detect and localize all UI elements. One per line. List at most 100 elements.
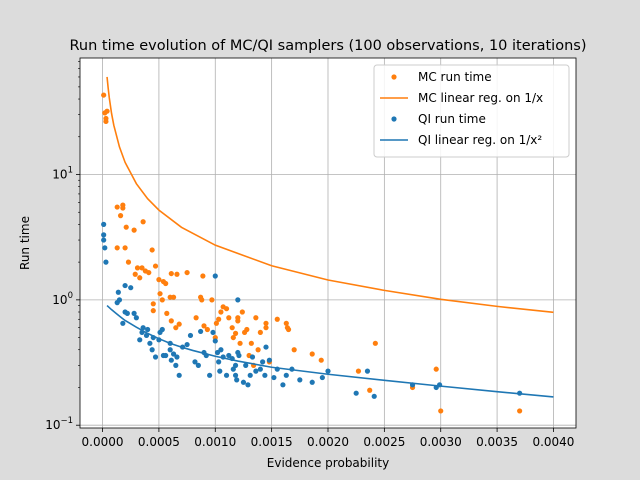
scatter-point: [146, 269, 152, 276]
x-tick-label: 0.0030: [420, 435, 462, 449]
scatter-point: [257, 366, 263, 372]
scatter-point: [114, 245, 120, 251]
legend-marker: [391, 116, 397, 122]
scatter-point: [204, 326, 210, 333]
scatter-point: [184, 341, 190, 348]
scatter-point: [353, 390, 359, 396]
scatter-point: [170, 351, 177, 357]
scatter-point: [103, 118, 109, 125]
scatter-point: [184, 269, 190, 276]
x-tick-label: 0.0040: [532, 435, 574, 449]
scatter-point: [174, 271, 180, 277]
scatter-point: [176, 321, 182, 327]
legend-label: QI linear reg. on 1/x²: [418, 133, 542, 147]
scatter-point: [517, 408, 523, 414]
scatter-point: [102, 245, 108, 251]
scatter-point: [114, 204, 120, 210]
scatter-point: [198, 328, 204, 335]
scatter-point: [176, 372, 182, 378]
scatter-point: [139, 265, 145, 271]
scatter-point: [216, 359, 222, 365]
chart-title: Run time evolution of MC/QI samplers (10…: [69, 38, 586, 54]
scatter-point: [232, 330, 239, 337]
y-tick-exponent: 1: [68, 166, 73, 176]
scatter-point: [170, 294, 177, 300]
scatter-point: [134, 265, 141, 271]
scatter-point: [229, 325, 235, 331]
scatter-point: [263, 320, 269, 326]
scatter-point: [244, 326, 250, 333]
scatter-point: [213, 320, 219, 326]
scatter-point: [164, 310, 170, 316]
y-tick-base: 10: [52, 168, 67, 182]
scatter-point: [124, 310, 130, 316]
legend: MC run time MC linear reg. on 1/x QI run t…: [373, 64, 570, 158]
scatter-point: [163, 352, 169, 359]
scatter-point: [239, 309, 245, 315]
scatter-point: [147, 340, 153, 346]
scatter-point: [245, 382, 251, 388]
legend-label: MC run time: [418, 70, 492, 84]
scatter-point: [319, 374, 325, 381]
scatter-point: [248, 340, 254, 346]
scatter-point: [218, 309, 224, 315]
scatter-point: [257, 329, 263, 336]
scatter-point: [174, 354, 180, 360]
scatter-point: [232, 372, 239, 378]
scatter-point: [150, 308, 156, 314]
scatter-point: [210, 329, 216, 336]
scatter-point: [226, 315, 232, 321]
scatter-point: [263, 344, 269, 350]
x-axis-label: Evidence probability: [267, 456, 389, 470]
scatter-point: [168, 318, 174, 324]
scatter-point: [291, 347, 297, 353]
x-tick-label: 0.0020: [307, 435, 349, 449]
scatter-point: [120, 320, 126, 326]
x-tick-label: 0.0035: [476, 435, 518, 449]
scatter-point: [223, 306, 230, 312]
scatter-point: [438, 408, 444, 414]
scatter-point: [235, 297, 241, 303]
scatter-point: [173, 362, 179, 368]
scatter-point: [140, 219, 146, 225]
legend-box: [373, 64, 570, 158]
x-tick-label: 0.0010: [194, 435, 236, 449]
scatter-point: [209, 297, 215, 303]
scatter-point: [309, 351, 315, 357]
scatter-point: [260, 359, 266, 365]
scatter-point: [173, 325, 179, 331]
scatter-point: [372, 340, 378, 346]
y-axis-label: Run time: [18, 216, 32, 270]
scatter-point: [150, 301, 156, 307]
scatter-point: [274, 316, 280, 322]
scatter-point: [240, 379, 247, 385]
scatter-point: [255, 347, 261, 353]
scatter-point: [263, 325, 269, 331]
scatter-point: [230, 334, 236, 341]
scatter-point: [318, 357, 324, 363]
scatter-point: [103, 259, 109, 265]
scatter-point: [104, 108, 110, 114]
y-tick-exponent: 0: [68, 291, 73, 301]
scatter-point: [325, 368, 331, 374]
scatter-point: [101, 237, 107, 243]
x-tick-label: 0.0000: [82, 435, 124, 449]
scatter-point: [132, 271, 138, 277]
x-tick-label: 0.0015: [251, 435, 293, 449]
scatter-point: [262, 372, 268, 378]
scatter-point: [235, 315, 241, 321]
scatter-point: [157, 291, 163, 297]
scatter-point: [149, 347, 155, 353]
scatter-point: [168, 270, 174, 277]
legend-label: QI run time: [418, 112, 486, 126]
scatter-point: [159, 326, 165, 333]
x-axis-ticks: 0.0000 0.0005 0.0010 0.0015 0.0020 0.0025 0.00…: [82, 428, 574, 449]
scatter-point: [367, 387, 373, 393]
y-tick-base: 10: [45, 418, 60, 432]
scatter-point: [266, 357, 272, 363]
scatter-point: [237, 340, 243, 346]
scatter-point: [297, 377, 303, 383]
scatter-point: [133, 315, 139, 321]
